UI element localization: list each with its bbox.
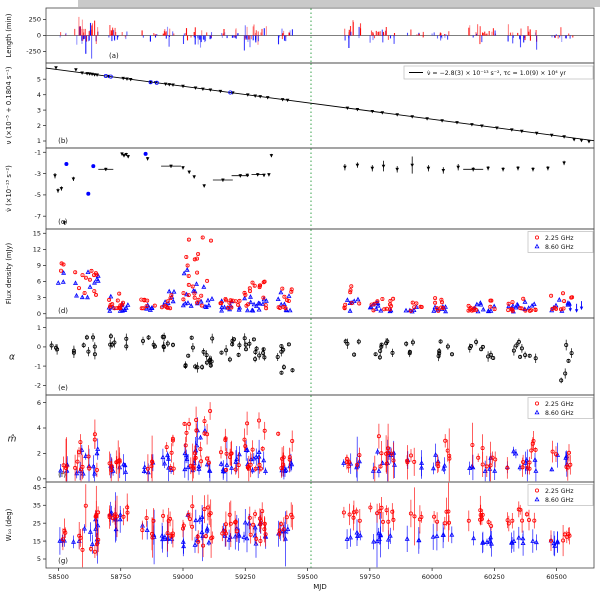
svg-text:58500: 58500 <box>48 573 69 581</box>
svg-text:0: 0 <box>37 32 41 40</box>
svg-text:59500: 59500 <box>297 573 318 581</box>
svg-text:-1: -1 <box>35 149 41 157</box>
svg-text:0: 0 <box>37 475 41 483</box>
svg-text:(a): (a) <box>109 52 119 60</box>
svg-text:25: 25 <box>33 519 41 527</box>
svg-text:Length (min): Length (min) <box>5 13 13 57</box>
svg-text:5: 5 <box>37 555 41 563</box>
svg-text:(b): (b) <box>58 137 68 145</box>
svg-text:5: 5 <box>37 75 41 83</box>
svg-text:(d): (d) <box>58 307 68 315</box>
svg-text:0: 0 <box>37 310 41 318</box>
svg-text:ν̇ = −2.8(3) × 10⁻¹³ s⁻², τc =: ν̇ = −2.8(3) × 10⁻¹³ s⁻², τc = 1.0(9) × … <box>427 69 566 77</box>
svg-text:-250: -250 <box>26 48 41 56</box>
svg-text:59250: 59250 <box>235 573 256 581</box>
panel-f: 0 2 4 6 m̂ (f) 2.25 GHz 8.60 GHz <box>8 394 595 483</box>
svg-text:9: 9 <box>37 262 41 270</box>
svg-text:α: α <box>9 353 15 363</box>
svg-text:2.25 GHz: 2.25 GHz <box>545 235 573 242</box>
svg-text:45: 45 <box>33 484 41 492</box>
svg-text:2.25 GHz: 2.25 GHz <box>545 401 573 408</box>
panel-g: 5 15 25 35 45 W₁₀ (deg) (g) 2.25 GHz 8.60 GHz <box>5 481 595 569</box>
svg-text:15: 15 <box>33 230 41 238</box>
x-axis: 58500 58750 59000 59250 59500 59750 60000 60250… <box>48 568 567 591</box>
svg-text:6: 6 <box>37 278 41 286</box>
panel-a: 250 0 -250 Length (min) (a) <box>5 7 595 64</box>
svg-text:0: 0 <box>37 343 41 351</box>
panel-c: -1 -3 -5 -7 ν̇ (×10⁻¹³ s⁻²) (c) <box>5 147 595 230</box>
svg-text:58750: 58750 <box>110 573 131 581</box>
svg-text:8.60 GHz: 8.60 GHz <box>545 410 573 417</box>
svg-text:2: 2 <box>37 122 41 130</box>
svg-text:ν (×10⁻⁵ + 0.1804 s⁻¹): ν (×10⁻⁵ + 0.1804 s⁻¹) <box>5 66 13 144</box>
svg-text:Flux density (mJy): Flux density (mJy) <box>5 242 13 304</box>
freq-legend-box <box>527 397 594 419</box>
svg-text:-2: -2 <box>35 382 41 390</box>
svg-text:3: 3 <box>37 106 41 114</box>
svg-text:2: 2 <box>37 450 41 458</box>
svg-text:(f): (f) <box>58 471 66 479</box>
svg-text:ν̇ (×10⁻¹³ s⁻²): ν̇ (×10⁻¹³ s⁻²) <box>5 165 13 212</box>
panel-e: 1 0 -1 -2 α (e) <box>9 317 595 396</box>
svg-text:59000: 59000 <box>173 573 194 581</box>
svg-text:(c): (c) <box>58 218 68 226</box>
svg-text:W₁₀ (deg): W₁₀ (deg) <box>5 508 13 541</box>
svg-text:MJD: MJD <box>313 583 327 591</box>
panel-d: 0 3 6 9 12 15 Flux density (mJy) (d) 2.25 GHz 8.6… <box>5 228 595 319</box>
svg-text:250: 250 <box>29 16 41 24</box>
svg-text:1: 1 <box>37 324 41 332</box>
svg-text:4: 4 <box>37 424 41 432</box>
svg-text:(g): (g) <box>58 557 68 565</box>
svg-text:60000: 60000 <box>422 573 443 581</box>
svg-text:4: 4 <box>37 91 41 99</box>
svg-text:8.60 GHz: 8.60 GHz <box>545 497 573 504</box>
freq-legend-box <box>527 484 594 506</box>
svg-text:60250: 60250 <box>484 573 505 581</box>
window-edge-artifact <box>78 0 600 7</box>
freq-legend-box <box>527 231 594 253</box>
svg-text:(e): (e) <box>58 384 68 392</box>
svg-text:-1: -1 <box>35 362 41 370</box>
svg-text:3: 3 <box>37 294 41 302</box>
svg-text:12: 12 <box>33 246 41 254</box>
svg-text:2.25 GHz: 2.25 GHz <box>545 488 573 495</box>
fit-legend-box <box>403 65 594 80</box>
svg-text:15: 15 <box>33 537 41 545</box>
svg-text:35: 35 <box>33 502 41 510</box>
svg-text:-3: -3 <box>35 170 41 178</box>
svg-text:6: 6 <box>37 399 41 407</box>
svg-text:-5: -5 <box>35 191 41 199</box>
svg-text:-7: -7 <box>35 212 41 220</box>
svg-text:1: 1 <box>37 137 41 145</box>
svg-text:60500: 60500 <box>546 573 567 581</box>
svg-text:59750: 59750 <box>359 573 380 581</box>
svg-text:m̂: m̂ <box>8 434 17 445</box>
panel-b: 5 4 3 2 1 ν (×10⁻⁵ + 0.1804 s⁻¹) (b) ν̇ = −2.8(… <box>5 62 595 149</box>
svg-text:8.60 GHz: 8.60 GHz <box>545 244 573 251</box>
